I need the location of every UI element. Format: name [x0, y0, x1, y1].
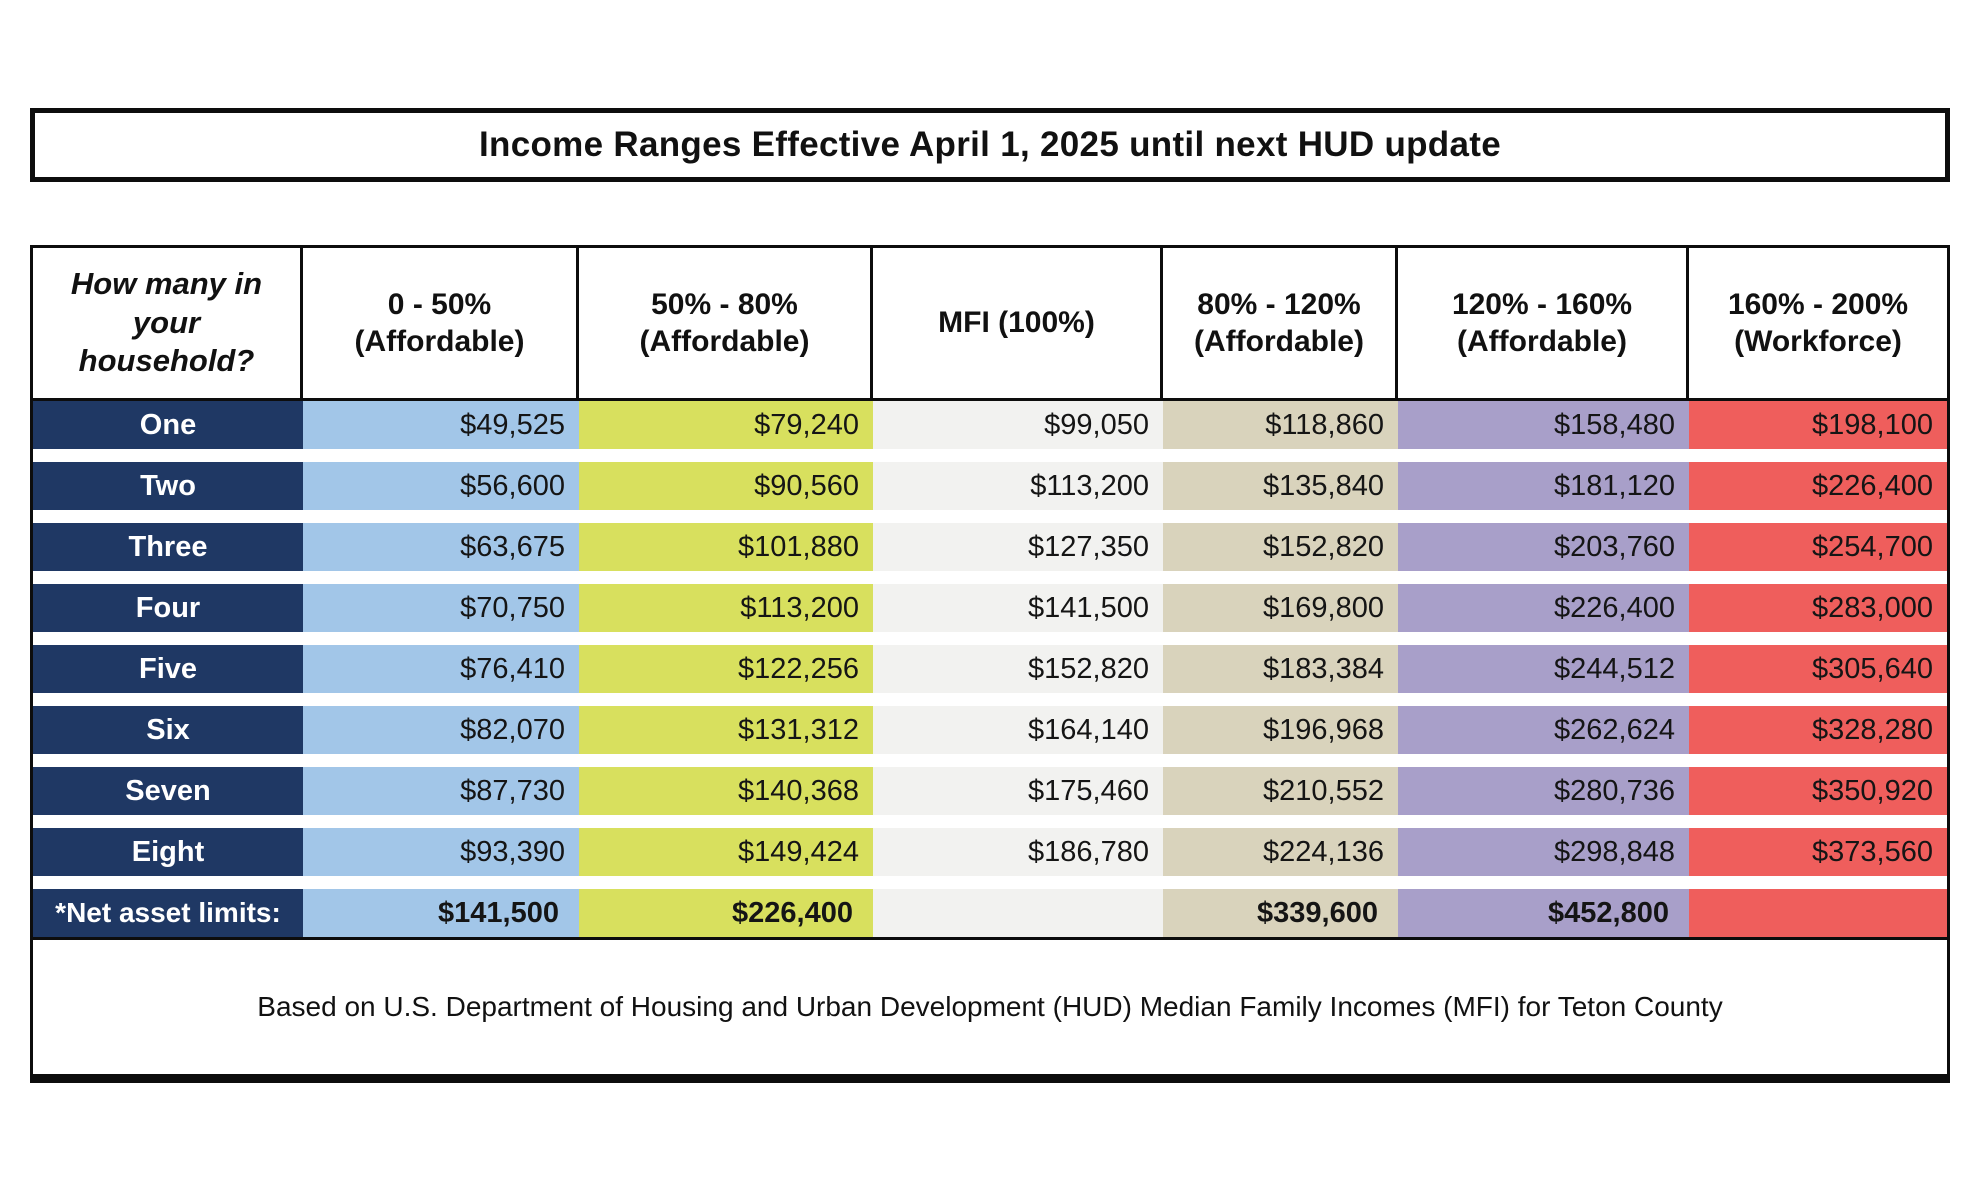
income-cell: $149,424 [579, 828, 873, 876]
income-cell: $76,410 [303, 645, 579, 693]
table-row: Five $76,410 $122,256 $152,820 $183,384 $244,… [33, 645, 1947, 693]
income-cell: $210,552 [1163, 767, 1398, 815]
income-cell: $101,880 [579, 523, 873, 571]
income-cell: $135,840 [1163, 462, 1398, 510]
table-row: Three $63,675 $101,880 $127,350 $152,820 $203… [33, 523, 1947, 571]
income-cell: $113,200 [873, 462, 1163, 510]
income-cell: $56,600 [303, 462, 579, 510]
income-table: How many in your household? 0 - 50% (Aff… [30, 245, 1950, 1083]
income-cell: $373,560 [1689, 828, 1947, 876]
income-cell: $141,500 [303, 889, 579, 937]
income-cell: $118,860 [1163, 401, 1398, 449]
income-cell: $226,400 [1398, 584, 1689, 632]
column-header-household-size: How many in your household? [33, 248, 303, 401]
row-label: One [33, 401, 303, 449]
income-cell: $298,848 [1398, 828, 1689, 876]
income-cell: $196,968 [1163, 706, 1398, 754]
column-header-mfi-100: MFI (100%) [873, 248, 1163, 401]
row-label: Six [33, 706, 303, 754]
income-cell: $93,390 [303, 828, 579, 876]
column-header-80-120: 80% - 120% (Affordable) [1163, 248, 1398, 401]
income-cell: $254,700 [1689, 523, 1947, 571]
income-cell: $350,920 [1689, 767, 1947, 815]
column-header-0-50: 0 - 50% (Affordable) [303, 248, 579, 401]
column-header-160-200: 160% - 200% (Workforce) [1689, 248, 1947, 401]
row-label: Two [33, 462, 303, 510]
table-row: Eight $93,390 $149,424 $186,780 $224,136 $298… [33, 828, 1947, 876]
page-title: Income Ranges Effective April 1, 2025 un… [479, 125, 1501, 164]
income-cell: $122,256 [579, 645, 873, 693]
income-cell: $152,820 [1163, 523, 1398, 571]
column-header-120-160: 120% - 160% (Affordable) [1398, 248, 1689, 401]
income-cell: $87,730 [303, 767, 579, 815]
income-cell: $183,384 [1163, 645, 1398, 693]
income-cell: $339,600 [1163, 889, 1398, 937]
income-cell: $198,100 [1689, 401, 1947, 449]
income-cell: $82,070 [303, 706, 579, 754]
income-cell: $158,480 [1398, 401, 1689, 449]
income-cell: $70,750 [303, 584, 579, 632]
income-cell: $99,050 [873, 401, 1163, 449]
row-label: Four [33, 584, 303, 632]
income-cell: $203,760 [1398, 523, 1689, 571]
net-asset-row: *Net asset limits: $141,500 $226,400 $339,6… [33, 889, 1947, 937]
income-cell [1689, 889, 1947, 937]
income-cell: $224,136 [1163, 828, 1398, 876]
income-cell: $262,624 [1398, 706, 1689, 754]
income-cell: $175,460 [873, 767, 1163, 815]
title-box: Income Ranges Effective April 1, 2025 un… [30, 108, 1950, 182]
column-header-50-80: 50% - 80% (Affordable) [579, 248, 873, 401]
table-body: One $49,525 $79,240 $99,050 $118,860 $158,480… [33, 401, 1947, 937]
income-cell: $452,800 [1398, 889, 1689, 937]
income-cell: $79,240 [579, 401, 873, 449]
table-row: Seven $87,730 $140,368 $175,460 $210,552 $280… [33, 767, 1947, 815]
row-label: Eight [33, 828, 303, 876]
income-cell: $305,640 [1689, 645, 1947, 693]
row-label: Five [33, 645, 303, 693]
net-asset-label: *Net asset limits: [33, 889, 303, 937]
income-cell: $280,736 [1398, 767, 1689, 815]
row-label: Three [33, 523, 303, 571]
income-cell: $140,368 [579, 767, 873, 815]
income-cell: $141,500 [873, 584, 1163, 632]
income-cell: $113,200 [579, 584, 873, 632]
income-cell: $63,675 [303, 523, 579, 571]
table-row: Six $82,070 $131,312 $164,140 $196,968 $262,6… [33, 706, 1947, 754]
row-label: Seven [33, 767, 303, 815]
income-cell: $164,140 [873, 706, 1163, 754]
table-row: One $49,525 $79,240 $99,050 $118,860 $158,480… [33, 401, 1947, 449]
table-row: Two $56,600 $90,560 $113,200 $135,840 $181,12… [33, 462, 1947, 510]
income-cell: $49,525 [303, 401, 579, 449]
header-row: How many in your household? 0 - 50% (Aff… [33, 248, 1947, 401]
income-cell: $186,780 [873, 828, 1163, 876]
income-cell: $131,312 [579, 706, 873, 754]
income-cell: $169,800 [1163, 584, 1398, 632]
table-row: Four $70,750 $113,200 $141,500 $169,800 $226,… [33, 584, 1947, 632]
income-cell [873, 889, 1163, 937]
footer-note-row: Based on U.S. Department of Housing and … [33, 937, 1947, 1074]
footer-note: Based on U.S. Department of Housing and … [257, 991, 1723, 1022]
income-cell: $90,560 [579, 462, 873, 510]
income-cell: $226,400 [579, 889, 873, 937]
income-cell: $127,350 [873, 523, 1163, 571]
income-cell: $181,120 [1398, 462, 1689, 510]
income-cell: $152,820 [873, 645, 1163, 693]
income-cell: $244,512 [1398, 645, 1689, 693]
income-cell: $283,000 [1689, 584, 1947, 632]
income-cell: $328,280 [1689, 706, 1947, 754]
income-cell: $226,400 [1689, 462, 1947, 510]
